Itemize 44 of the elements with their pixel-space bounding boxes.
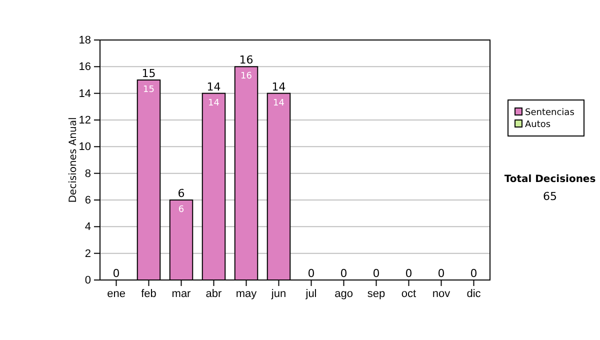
total-label: 6 [178, 187, 185, 200]
y-tick-label: 6 [84, 194, 91, 207]
data-label: 14 [208, 98, 220, 108]
x-tick-label: jun [270, 288, 286, 300]
total-label: 14 [272, 80, 286, 94]
x-tick-label: dic [466, 288, 482, 300]
y-tick-label: 0 [84, 274, 91, 287]
x-tick-label: abr [206, 288, 222, 300]
total-label: 0 [372, 267, 380, 280]
x-tick-label: ago [334, 288, 353, 300]
total-label: 0 [340, 267, 348, 280]
y-tick-label: 16 [78, 61, 91, 74]
data-label: 14 [273, 98, 285, 108]
data-label: 6 [178, 205, 184, 215]
total-label: 0 [438, 267, 445, 280]
x-tick-label: ene [107, 288, 126, 300]
total-label: 0 [308, 267, 315, 280]
x-tick-label: nov [432, 288, 451, 300]
x-tick-label: sep [367, 288, 386, 300]
text: 65 [543, 190, 557, 203]
legend-label: Autos [525, 120, 551, 130]
total-label: 0 [112, 267, 120, 280]
total-label: 15 [142, 67, 156, 80]
total-label: 0 [405, 267, 412, 280]
data-label: 15 [143, 85, 154, 95]
x-tick-label: may [236, 288, 258, 300]
y-tick-label: 4 [84, 221, 91, 234]
y-axis-title: Decisiones Anual [68, 117, 79, 203]
text: Total Decisiones [504, 174, 596, 185]
x-tick-label: jul [304, 288, 317, 300]
y-tick-label: 14 [78, 88, 91, 100]
y-tick-label: 10 [78, 141, 91, 154]
total-label: 14 [206, 80, 221, 94]
x-tick-label: mar [172, 288, 192, 300]
y-tick-label: 2 [84, 248, 91, 260]
y-tick-label: 8 [84, 168, 91, 180]
y-tick-label: 12 [78, 114, 91, 127]
x-tick-label: feb [141, 288, 156, 300]
legend-label: Sentencias [525, 108, 575, 118]
x-tick-label: oct [401, 288, 416, 300]
y-tick-label: 18 [78, 34, 91, 47]
total-label: 0 [470, 267, 478, 280]
data-label: 16 [240, 72, 252, 82]
total-label: 16 [239, 54, 254, 67]
